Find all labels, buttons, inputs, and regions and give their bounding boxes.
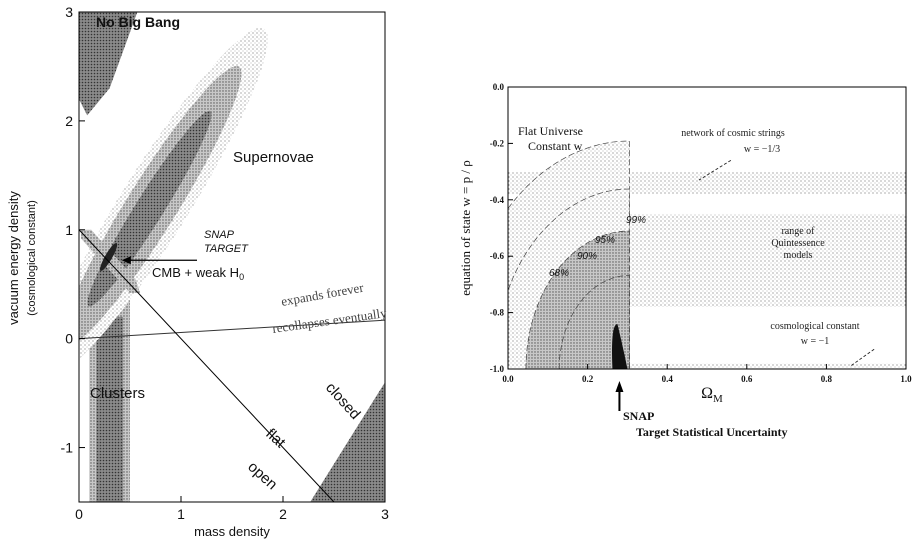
snap-target-region [100, 243, 118, 271]
left-ytick-label-2: 1 [65, 222, 73, 238]
right-plot-frame [507, 86, 907, 370]
contour-label-90: 90% [577, 251, 597, 262]
right-chart: 0.0 0.2 0.4 0.6 0.8 1.0 0.0 -0.2 -0.4 -0.6 -0.8 -1.… [458, 82, 912, 439]
left-plot-area [79, 12, 385, 502]
band-sublabel-cosmic-strings: w = −1/3 [744, 144, 780, 155]
left-ytick-label-4: 3 [65, 4, 73, 20]
band-cosmological-constant [508, 363, 906, 369]
band-label-cosmic-strings: network of cosmic strings [681, 128, 785, 139]
supernovae-inner-contour [87, 110, 212, 307]
right-contours [508, 140, 630, 369]
contour-label-68: 68% [549, 268, 569, 279]
right-ticks: 0.0 0.2 0.4 0.6 0.8 1.0 0.0 -0.2 -0.4 -0.6 -0.8 -1.… [490, 82, 912, 384]
label-snap-target-2: TARGET [204, 243, 249, 255]
left-xtick-label-1: 1 [177, 506, 185, 522]
snap-annotation-arrowhead [615, 381, 624, 392]
label-cmb: CMB + weak H0 [152, 265, 244, 282]
right-xtick-label-3: 0.6 [741, 374, 753, 384]
snap-contour [611, 324, 628, 369]
right-ytick-label-0: 0.0 [493, 82, 505, 92]
contour-label-99: 99% [626, 215, 646, 226]
right-xtick-label-0: 0.0 [502, 374, 514, 384]
contour-label-95: 95% [595, 235, 615, 246]
flat-line [79, 229, 335, 502]
right-ytick-label-4: -0.8 [490, 308, 505, 318]
right-ytick-label-1: -0.2 [490, 138, 505, 148]
left-plot-frame [78, 11, 386, 503]
right-ylabel: equation of state w = p / ρ [458, 160, 473, 295]
snap-arrowhead [121, 256, 131, 265]
right-xtick-label-1: 0.2 [582, 374, 594, 384]
right-xtick-label-5: 1.0 [900, 374, 912, 384]
left-xlabel: mass density [194, 524, 270, 539]
closed-corner-region [310, 382, 385, 502]
left-ylabel: vacuum energy density [6, 191, 21, 325]
pointer-cosmic-strings [698, 159, 732, 181]
left-ytick-label-3: 2 [65, 113, 73, 129]
clusters-inner-region [96, 316, 123, 502]
band-label-cosmological-constant: cosmological constant [770, 321, 859, 332]
left-ticks: 0 1 2 3 -1 0 1 2 3 [61, 4, 390, 522]
left-ytick-label-1: 0 [65, 331, 73, 347]
right-xtick-label-2: 0.4 [662, 374, 674, 384]
left-xtick-label-3: 3 [381, 506, 389, 522]
cmb-region [81, 229, 141, 293]
recollapse-line [79, 319, 385, 340]
right-xtick-label-4: 0.8 [821, 374, 833, 384]
snap-annotation-2: Target Statistical Uncertainty [636, 425, 788, 439]
left-xtick-label-0: 0 [75, 506, 83, 522]
left-ylabel-2: (cosmological constant) [26, 200, 38, 316]
left-ytick-label-0: -1 [61, 440, 74, 456]
band-label-quintessence-1: range of [781, 226, 815, 237]
band-sublabel-cosmological-constant: w = −1 [801, 336, 830, 347]
band-pointers [698, 159, 875, 367]
label-snap-target-1: SNAP [204, 229, 235, 241]
right-title: Flat Universe [518, 124, 583, 138]
left-xtick-label-2: 2 [279, 506, 287, 522]
right-ytick-label-5: -1.0 [490, 364, 505, 374]
right-xlabel: ΩM [701, 385, 723, 405]
band-label-quintessence-2: Quintessence [771, 238, 825, 249]
right-ytick-label-3: -0.6 [490, 251, 505, 261]
label-supernovae: Supernovae [233, 149, 314, 166]
label-no-big-bang: No Big Bang [96, 14, 180, 30]
right-subtitle: Constant w [528, 139, 583, 153]
no-big-bang-region [79, 12, 138, 116]
label-clusters: Clusters [90, 385, 145, 402]
band-label-quintessence-3: models [784, 250, 813, 261]
right-ytick-label-2: -0.4 [490, 195, 505, 205]
left-chart: 0 1 2 3 -1 0 1 2 3 No Big Bang Supernovae SNAP T… [6, 4, 390, 539]
right-plot-area [508, 87, 906, 369]
contour-68 [558, 275, 630, 369]
snap-annotation-1: SNAP [623, 409, 654, 423]
